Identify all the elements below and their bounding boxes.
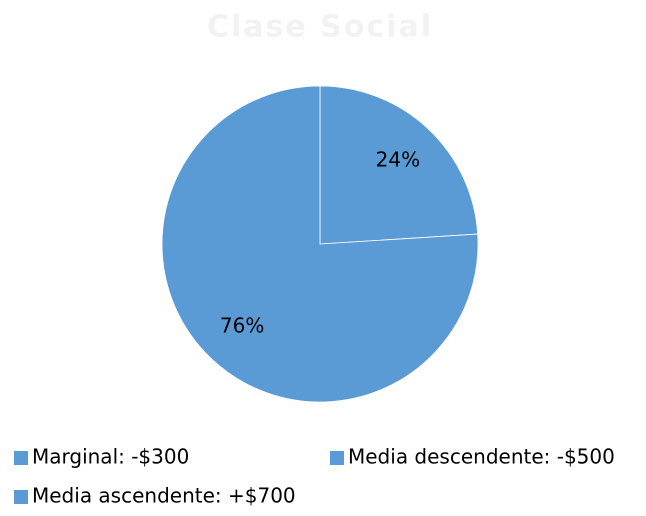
- legend-label: Marginal: -$300: [32, 445, 189, 469]
- chart-title: Clase Social: [207, 10, 433, 45]
- pie-slice: [161, 85, 479, 403]
- data-label: 24%: [376, 148, 420, 172]
- legend-swatch: [14, 490, 28, 504]
- legend-swatch: [330, 451, 344, 465]
- pie-slice: [319, 85, 479, 245]
- legend-label: Media descendente: -$500: [348, 445, 615, 469]
- data-label: 76%: [220, 313, 264, 337]
- legend-label: Media ascendente: +$700: [32, 484, 296, 508]
- legend-swatch: [14, 451, 28, 465]
